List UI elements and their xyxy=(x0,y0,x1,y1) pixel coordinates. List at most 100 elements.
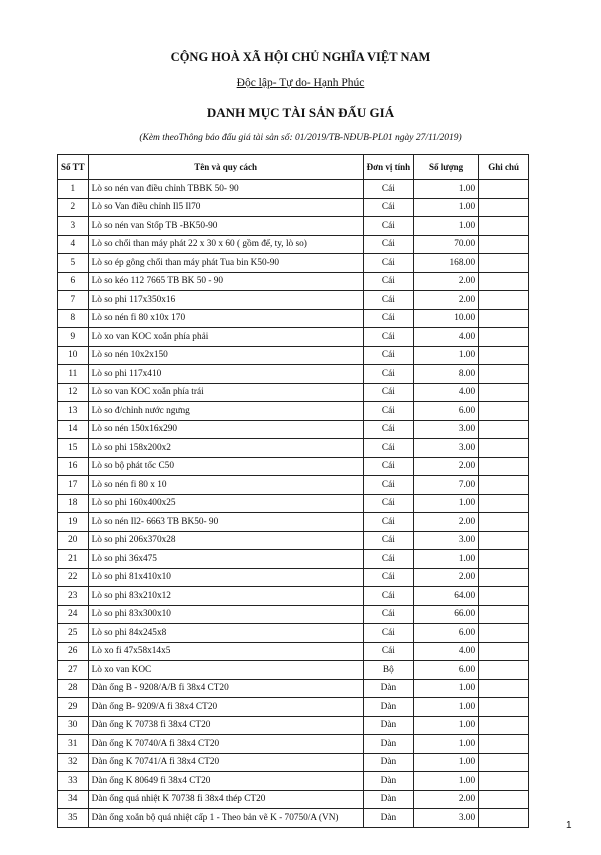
row-number: 10 xyxy=(57,345,89,365)
row-number: 3 xyxy=(57,216,89,236)
item-name: Lò so bộ phát tốc C50 xyxy=(87,456,364,476)
note-cell xyxy=(478,179,530,199)
row-number: 6 xyxy=(57,271,89,291)
note-cell xyxy=(478,345,530,365)
unit: Cái xyxy=(362,271,415,291)
table-row: 3 Lò so nén van Stốp TB -BK50-90 Cái 1.00 xyxy=(57,216,530,236)
quantity: 1.00 xyxy=(413,752,480,772)
quantity: 6.00 xyxy=(413,623,480,643)
table-row: 14 Lò so nén 150x16x290 Cái 3.00 xyxy=(57,419,530,439)
note-cell xyxy=(478,808,530,828)
row-number: 8 xyxy=(57,308,89,328)
note-cell xyxy=(478,752,530,772)
quantity: 168.00 xyxy=(413,253,480,273)
unit: Cái xyxy=(362,493,415,513)
note-cell xyxy=(478,734,530,754)
note-cell xyxy=(478,364,530,384)
quantity: 1.00 xyxy=(413,549,480,569)
item-name: Lò so nén van Stốp TB -BK50-90 xyxy=(87,216,364,236)
column-header: Tên và quy cách xyxy=(87,154,364,180)
quantity: 1.00 xyxy=(413,771,480,791)
row-number: 12 xyxy=(57,382,89,402)
item-name: Dàn ống B - 9208/A/B fi 38x4 CT20 xyxy=(87,678,364,698)
quantity: 1.00 xyxy=(413,734,480,754)
table-row: 31 Dàn ống K 70740/A fi 38x4 CT20 Dàn 1.00 xyxy=(57,734,530,754)
quantity: 8.00 xyxy=(413,364,480,384)
item-name: Lò so phi 36x475 xyxy=(87,549,364,569)
item-name: Lò so chổi than máy phát 22 x 30 x 60 ( … xyxy=(87,234,364,254)
row-number: 15 xyxy=(57,438,89,458)
quantity: 1.00 xyxy=(413,345,480,365)
row-number: 21 xyxy=(57,549,89,569)
unit: Cái xyxy=(362,549,415,569)
note-cell xyxy=(478,271,530,291)
unit: Cái xyxy=(362,234,415,254)
unit: Dàn xyxy=(362,752,415,772)
table-row: 4 Lò so chổi than máy phát 22 x 30 x 60 (… xyxy=(57,234,530,254)
table-body: 1 Lò so nén van điều chỉnh TBBK 50- 90 Cái… xyxy=(57,179,530,828)
table-row: 22 Lò so phi 81x410x10 Cái 2.00 xyxy=(57,567,530,587)
table-row: 16 Lò so bộ phát tốc C50 Cái 2.00 xyxy=(57,456,530,476)
item-name: Lò xo van KOC xoắn phía phải xyxy=(87,327,364,347)
unit: Dàn xyxy=(362,715,415,735)
country-heading: CỘNG HOÀ XÃ HỘI CHỦ NGHĨA VIỆT NAM xyxy=(170,50,431,64)
item-name: Dàn ống K 70741/A fi 38x4 CT20 xyxy=(87,752,364,772)
unit: Cái xyxy=(362,530,415,550)
quantity: 2.00 xyxy=(413,567,480,587)
row-number: 24 xyxy=(57,604,89,624)
document-title: DANH MỤC TÀI SẢN ĐẤU GIÁ xyxy=(206,105,395,120)
table-row: 19 Lò so nén Il2- 6663 TB BK50- 90 Cái 2.00 xyxy=(57,512,530,532)
row-number: 19 xyxy=(57,512,89,532)
note-cell xyxy=(478,660,530,680)
unit: Dàn xyxy=(362,734,415,754)
column-header: Số TT xyxy=(57,154,89,180)
item-name: Lò so phi 206x370x28 xyxy=(87,530,364,550)
column-header: Số lượng xyxy=(413,154,480,180)
table-row: 25 Lò so phi 84x245x8 Cái 6.00 xyxy=(57,623,530,643)
note-cell xyxy=(478,567,530,587)
quantity: 10.00 xyxy=(413,308,480,328)
table-row: 20 Lò so phi 206x370x28 Cái 3.00 xyxy=(57,530,530,550)
column-header: Ghi chú xyxy=(478,154,530,180)
item-name: Lò so phi 117x350x16 xyxy=(87,290,364,310)
note-cell xyxy=(478,530,530,550)
quantity: 2.00 xyxy=(413,789,480,809)
row-number: 9 xyxy=(57,327,89,347)
note-cell xyxy=(478,678,530,698)
unit: Dàn xyxy=(362,789,415,809)
row-number: 34 xyxy=(57,789,89,809)
item-name: Lò so phi 158x200x2 xyxy=(87,438,364,458)
table-row: 15 Lò so phi 158x200x2 Cái 3.00 xyxy=(57,438,530,458)
table-row: 5 Lò so ép gông chổi than máy phát Tua bi… xyxy=(57,253,530,273)
row-number: 29 xyxy=(57,697,89,717)
unit: Cái xyxy=(362,438,415,458)
unit: Cái xyxy=(362,290,415,310)
row-number: 13 xyxy=(57,401,89,421)
unit: Cái xyxy=(362,623,415,643)
quantity: 2.00 xyxy=(413,456,480,476)
item-name: Lò so Van điều chỉnh Il5 Il70 xyxy=(87,197,364,217)
unit: Cái xyxy=(362,253,415,273)
row-number: 27 xyxy=(57,660,89,680)
table-row: 7 Lò so phi 117x350x16 Cái 2.00 xyxy=(57,290,530,310)
unit: Cái xyxy=(362,604,415,624)
item-name: Lò so nén fi 80 x10x 170 xyxy=(87,308,364,328)
quantity: 66.00 xyxy=(413,604,480,624)
note-cell xyxy=(478,308,530,328)
item-name: Lò so van KOC xoắn phía trái xyxy=(87,382,364,402)
note-cell xyxy=(478,623,530,643)
unit: Cái xyxy=(362,641,415,661)
row-number: 25 xyxy=(57,623,89,643)
row-number: 7 xyxy=(57,290,89,310)
table-row: 24 Lò so phi 83x300x10 Cái 66.00 xyxy=(57,604,530,624)
row-number: 30 xyxy=(57,715,89,735)
note-cell xyxy=(478,327,530,347)
unit: Cái xyxy=(362,567,415,587)
table-row: 9 Lò xo van KOC xoắn phía phải Cái 4.00 xyxy=(57,327,530,347)
unit: Cái xyxy=(362,345,415,365)
row-number: 18 xyxy=(57,493,89,513)
unit: Cái xyxy=(362,327,415,347)
quantity: 2.00 xyxy=(413,512,480,532)
item-name: Lò so nén fi 80 x 10 xyxy=(87,475,364,495)
item-name: Lò so phi 83x210x12 xyxy=(87,586,364,606)
